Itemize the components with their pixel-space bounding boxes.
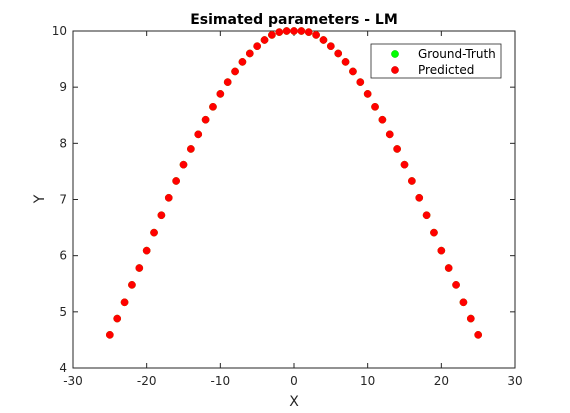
data-point-predicted — [179, 160, 188, 169]
data-point-predicted — [135, 264, 144, 272]
data-point-predicted — [312, 31, 320, 39]
data-point-predicted — [378, 115, 387, 124]
data-point-predicted — [187, 145, 195, 153]
data-point-predicted — [231, 67, 239, 76]
data-point-predicted — [422, 211, 431, 220]
data-point-predicted — [245, 49, 254, 58]
data-point-predicted — [415, 193, 424, 202]
data-point-predicted — [194, 130, 203, 139]
data-point-predicted — [319, 36, 328, 44]
data-point-predicted — [201, 115, 210, 124]
data-point-predicted — [253, 42, 262, 51]
legend: Ground-Truth Predicted — [370, 43, 502, 79]
x-tick-label: -30 — [63, 374, 83, 388]
data-point-predicted — [282, 27, 291, 35]
data-point-predicted — [400, 160, 409, 169]
data-point-predicted — [474, 331, 483, 339]
x-axis: -30 -20 -10 0 10 20 30 — [63, 31, 523, 388]
data-point-predicted — [459, 298, 468, 307]
data-point-predicted — [437, 246, 446, 255]
y-tick-label: 7 — [59, 193, 67, 207]
data-point-predicted — [290, 27, 298, 35]
y-tick-label: 4 — [59, 361, 67, 375]
data-point-predicted — [430, 228, 438, 237]
data-point-predicted — [385, 130, 394, 139]
data-point-predicted — [128, 281, 136, 289]
data-point-predicted — [260, 36, 269, 44]
x-tick-label: 20 — [434, 374, 449, 388]
y-tick-label: 6 — [59, 249, 67, 263]
data-point-predicted — [209, 102, 217, 111]
data-point-predicted — [297, 27, 306, 35]
data-point-predicted — [341, 58, 350, 66]
data-point-predicted — [113, 314, 122, 323]
data-point-predicted — [304, 28, 313, 36]
data-point-predicted — [326, 42, 335, 51]
data-point-predicted — [172, 177, 180, 185]
y-axis: 4 5 6 7 8 9 10 — [52, 24, 515, 375]
data-point-predicted — [150, 228, 158, 237]
x-tick-label: -20 — [137, 374, 157, 388]
x-tick-label: 10 — [360, 374, 375, 388]
data-point-predicted — [238, 58, 247, 66]
data-points — [105, 27, 483, 339]
data-point-predicted — [363, 90, 372, 98]
data-point-predicted — [444, 264, 453, 272]
legend-marker-ground-truth — [391, 50, 399, 58]
chart-title: Esimated parameters - LM — [190, 12, 398, 28]
data-point-predicted — [349, 67, 357, 76]
x-axis-label: X — [289, 394, 299, 410]
data-point-predicted — [371, 102, 379, 111]
legend-label-predicted: Predicted — [418, 63, 474, 77]
data-point-predicted — [164, 193, 173, 202]
data-point-predicted — [393, 145, 401, 153]
data-point-predicted — [120, 298, 129, 307]
y-tick-label: 8 — [59, 136, 67, 150]
data-point-predicted — [142, 246, 151, 255]
x-tick-label: 30 — [507, 374, 522, 388]
data-point-predicted — [466, 314, 475, 323]
plot-area — [72, 30, 516, 369]
data-point-predicted — [408, 177, 416, 185]
data-point-predicted — [334, 49, 343, 58]
data-point-predicted — [275, 28, 284, 36]
data-point-predicted — [157, 211, 166, 220]
legend-label-ground-truth: Ground-Truth — [418, 47, 496, 61]
x-tick-label: 0 — [290, 374, 298, 388]
data-point-predicted — [452, 281, 460, 289]
y-tick-label: 10 — [52, 24, 67, 38]
data-point-predicted — [268, 31, 276, 39]
data-point-predicted — [223, 78, 232, 86]
data-point-predicted — [356, 78, 365, 86]
y-tick-label: 9 — [59, 80, 67, 94]
legend-marker-predicted — [391, 66, 399, 74]
y-tick-label: 5 — [59, 305, 67, 319]
data-point-predicted — [216, 90, 225, 98]
data-point-predicted — [105, 331, 114, 339]
y-axis-label: Y — [32, 194, 48, 204]
x-tick-label: -10 — [211, 374, 231, 388]
